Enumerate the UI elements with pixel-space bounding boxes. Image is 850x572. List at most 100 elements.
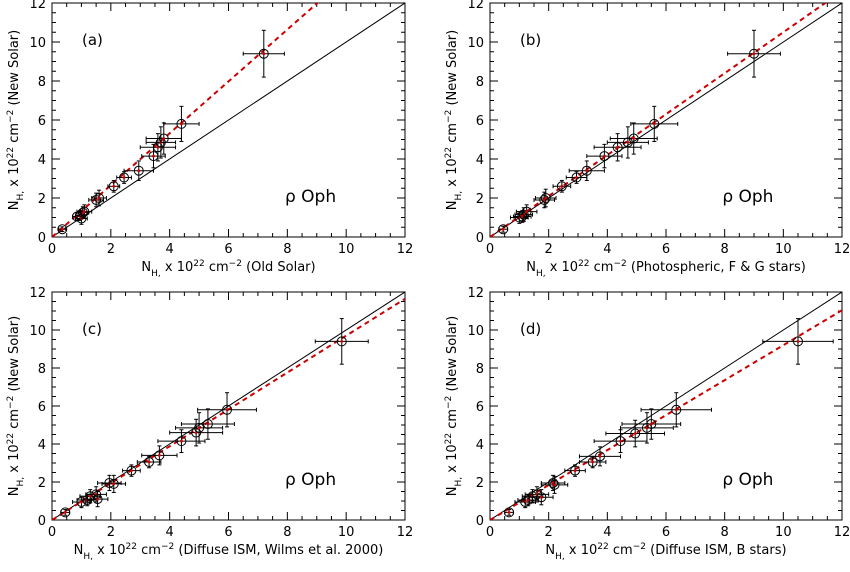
y-tick-label: 10 (29, 324, 46, 339)
figure: 0 2 4 6 8 10 12 0 2 4 6 8 10 12 NH, x 1022 cm−2 (Old S… (0, 0, 850, 572)
x-tick-label: 12 (397, 242, 414, 257)
y-tick-label: 10 (467, 324, 484, 339)
point-center (544, 197, 547, 200)
y-tick-label: 6 (476, 400, 484, 415)
point-center (603, 155, 606, 158)
y-tick-label: 2 (38, 192, 46, 207)
data-point (607, 127, 648, 158)
y-tick-label: 12 (29, 286, 46, 301)
y-tick-label: 8 (38, 75, 46, 90)
y-tick-label: 0 (476, 231, 484, 246)
x-tick-label: 8 (721, 525, 729, 540)
point-center (632, 137, 635, 140)
data-point (499, 225, 508, 234)
point-center (198, 426, 201, 429)
y-axis-label: NH, x 1022 cm−2 (New Solar) (444, 30, 464, 210)
x-tick-label: 10 (775, 525, 792, 540)
point-center (525, 210, 528, 213)
point-center (112, 185, 115, 188)
y-tick-label: 6 (38, 400, 46, 415)
panel-label: (a) (82, 31, 103, 49)
point-center (96, 498, 99, 501)
x-tick-label: 6 (662, 525, 670, 540)
y-tick-label: 4 (38, 438, 46, 453)
y-axis-label: NH, x 1022 cm−2 (New Solar) (444, 316, 464, 496)
point-center (83, 210, 86, 213)
y-tick-label: 2 (476, 192, 484, 207)
point-center (619, 440, 622, 443)
x-tick-label: 2 (545, 242, 553, 257)
annotation-label: ρ Oph (285, 470, 336, 490)
reference-lines (52, 0, 405, 237)
x-tick-label: 0 (48, 525, 56, 540)
point-center (585, 169, 588, 172)
x-tick-label: 2 (107, 525, 115, 540)
y-axis-label: NH, x 1022 cm−2 (New Solar) (6, 316, 26, 496)
y-tick-label: 0 (476, 514, 484, 529)
point-center (797, 340, 800, 343)
panel-label: (d) (520, 320, 541, 338)
x-axis-label: NH, x 1022 cm−2 (Old Solar) (141, 259, 315, 279)
data-point (728, 30, 781, 77)
y-tick-label: 12 (467, 0, 484, 12)
point-center (130, 469, 133, 472)
point-center (502, 228, 505, 231)
y-tick-label: 6 (476, 114, 484, 129)
point-center (158, 454, 161, 457)
y-tick-label: 4 (38, 153, 46, 168)
point-center (61, 228, 64, 231)
unity-line (490, 292, 842, 520)
annotation-label: ρ Oph (285, 187, 336, 207)
x-tick-label: 8 (721, 242, 729, 257)
x-tick-label: 10 (338, 525, 355, 540)
data-point (315, 319, 368, 365)
data-point (553, 180, 571, 192)
unity-line (52, 3, 405, 237)
x-axis-label: NH, x 1022 cm−2 (Photospheric, F & G sta… (526, 259, 806, 279)
y-tick-label: 4 (476, 153, 484, 168)
x-tick-label: 4 (166, 525, 174, 540)
data-point (61, 508, 70, 517)
data-point (198, 393, 257, 427)
y-axis-label: NH, x 1022 cm−2 (New Solar) (6, 30, 26, 210)
y-tick-label: 8 (476, 362, 484, 377)
data-point (108, 180, 120, 192)
point-center (340, 340, 343, 343)
y-tick-label: 2 (476, 476, 484, 491)
y-tick-label: 10 (29, 36, 46, 51)
point-center (675, 408, 678, 411)
data-point (117, 172, 132, 184)
point-center (599, 455, 602, 458)
point-center (112, 483, 115, 486)
data-point (541, 476, 567, 493)
point-center (616, 146, 619, 149)
point-center (626, 141, 629, 144)
point-center (64, 511, 67, 514)
point-center (753, 52, 756, 55)
point-center (180, 123, 183, 126)
point-center (653, 123, 656, 126)
y-tick-label: 4 (476, 438, 484, 453)
data-point (181, 409, 234, 439)
y-tick-label: 6 (38, 114, 46, 129)
data-points (505, 319, 834, 517)
x-tick-label: 0 (486, 242, 494, 257)
reference-lines (490, 292, 842, 520)
annotation-label: ρ Oph (722, 470, 773, 490)
x-tick-label: 4 (166, 242, 174, 257)
panel-label: (b) (520, 31, 541, 49)
x-tick-label: 4 (603, 525, 611, 540)
y-tick-label: 8 (476, 75, 484, 90)
point-center (137, 169, 140, 172)
point-center (508, 511, 511, 514)
data-point (102, 475, 126, 492)
data-point (58, 225, 67, 234)
data-point (137, 456, 161, 467)
x-tick-label: 8 (283, 242, 291, 257)
x-tick-label: 12 (834, 242, 850, 257)
panel-a: 0 2 4 6 8 10 12 0 2 4 6 8 10 12 NH, x 1022 cm−2 (Old S… (6, 0, 413, 279)
y-tick-label: 0 (38, 231, 46, 246)
y-tick-label: 2 (38, 476, 46, 491)
y-tick-label: 12 (29, 0, 46, 12)
point-center (575, 176, 578, 179)
